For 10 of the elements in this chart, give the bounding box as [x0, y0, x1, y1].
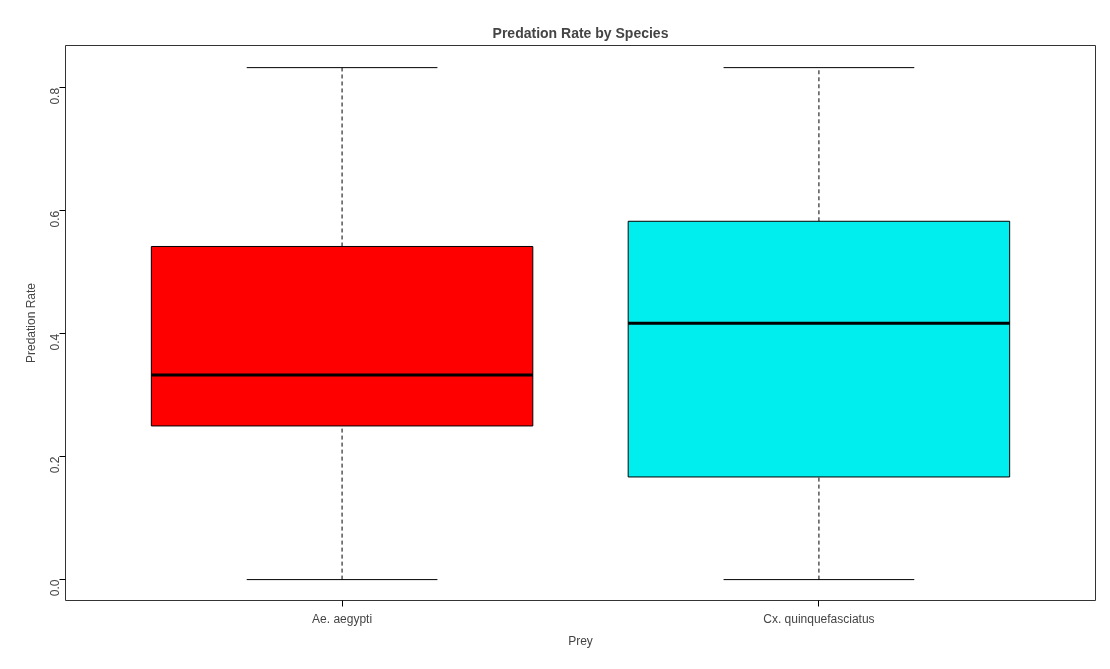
y-tick-label: 0.8	[48, 87, 62, 105]
y-axis-title: Predation Rate	[23, 282, 38, 364]
chart-title: Predation Rate by Species	[492, 24, 669, 41]
y-tick-label: 0.2	[48, 456, 62, 474]
x-axis-title: Prey	[568, 633, 593, 648]
x-tick-label: Ae. aegypti	[312, 611, 373, 626]
x-tick-label: Cx. quinquefasciatus	[763, 611, 875, 626]
y-tick-label: 0.6	[48, 210, 62, 228]
y-tick-label: 0.0	[48, 579, 62, 597]
y-tick-label: 0.4	[48, 333, 62, 351]
